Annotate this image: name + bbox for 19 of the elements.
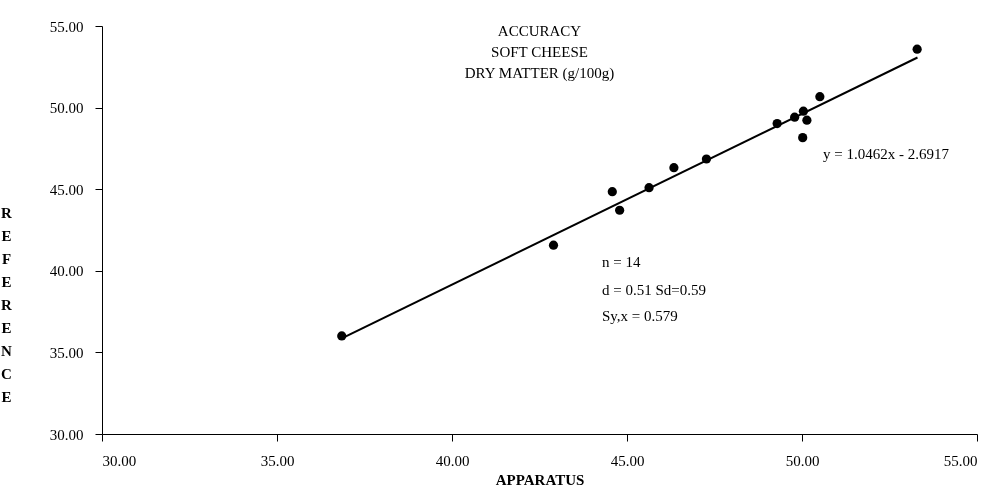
annotation: y = 1.0462x - 2.6917 bbox=[823, 146, 950, 162]
y-tick-label: 55.00 bbox=[49, 18, 84, 35]
x-tick-label: 55.00 bbox=[943, 452, 978, 469]
x-tick-label: 50.00 bbox=[785, 452, 820, 469]
text: ACCURACY SOFT CHEESE DRY MATTER (g/100g) bbox=[464, 23, 615, 82]
x-tick-label: 35.00 bbox=[260, 452, 295, 469]
annotation: n = 14 bbox=[602, 254, 641, 270]
y-tick-label: 45.00 bbox=[49, 181, 84, 198]
x-axis-title: APPARATUS bbox=[495, 471, 585, 488]
x-tick-label: 30.00 bbox=[102, 452, 137, 469]
x-tick-label: 40.00 bbox=[435, 452, 470, 469]
y-tick-label: 30.00 bbox=[49, 426, 84, 443]
annotation: d = 0.51 Sd=0.59 bbox=[602, 282, 707, 298]
x-tick-label: 45.00 bbox=[610, 452, 645, 469]
y-tick-label: 40.00 bbox=[49, 263, 84, 280]
text: REFERENCE bbox=[1, 204, 12, 405]
y-tick-label: 35.00 bbox=[49, 344, 84, 361]
annotation: Sy,x = 0.579 bbox=[602, 308, 678, 324]
y-tick-label: 50.00 bbox=[49, 100, 84, 117]
